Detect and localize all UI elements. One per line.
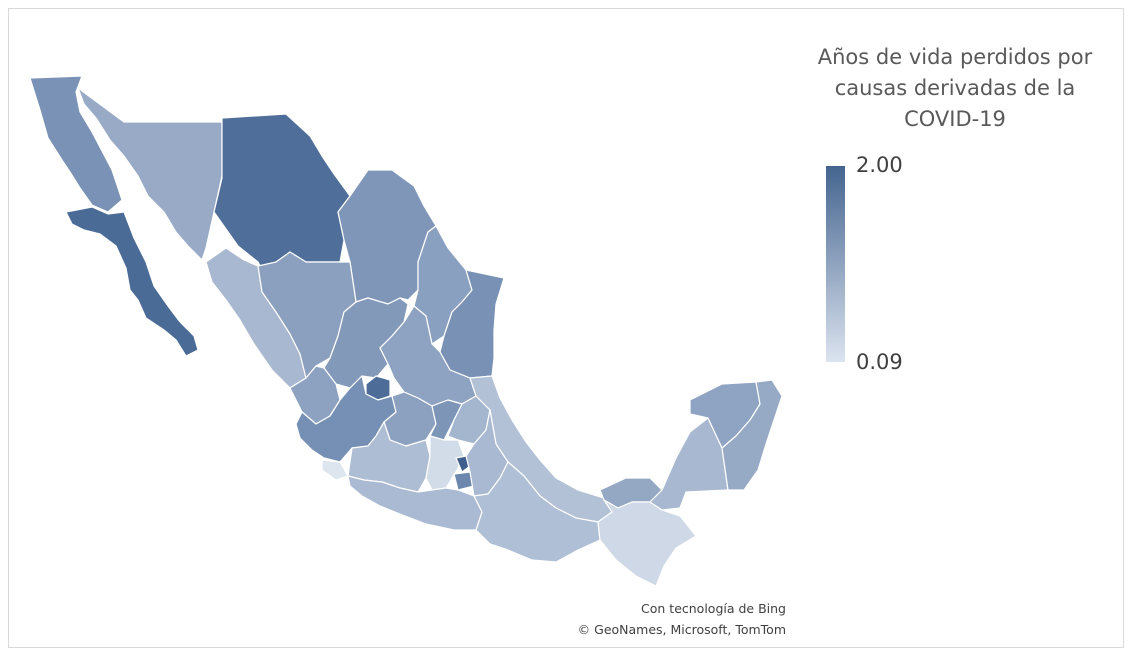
- legend-color-scale: [826, 166, 845, 362]
- legend-title-line-1: Años de vida perdidos por: [817, 45, 1093, 69]
- region-baja-california-sur[interactable]: [65, 206, 199, 357]
- region-colima[interactable]: [321, 459, 349, 481]
- region-baja-california[interactable]: [29, 75, 123, 213]
- legend-title: Años de vida perdidos por causas derivad…: [800, 42, 1110, 135]
- legend-min-label: 0.09: [856, 350, 903, 374]
- region-estado-de-mexico[interactable]: [425, 435, 465, 491]
- region-coahuila[interactable]: [337, 169, 437, 305]
- region-quintana-roo[interactable]: [721, 379, 783, 491]
- legend-max-label: 2.00: [856, 153, 903, 177]
- credits-line-1: Con tecnología de Bing: [641, 601, 786, 616]
- legend-title-line-2: causas derivadas de la: [834, 76, 1076, 100]
- credits-line-2: © GeoNames, Microsoft, TomTom: [577, 622, 786, 637]
- legend-title-line-3: COVID-19: [904, 107, 1006, 131]
- map-credits: Con tecnología de Bing © GeoNames, Micro…: [578, 598, 786, 640]
- region-queretaro[interactable]: [429, 399, 463, 441]
- region-chiapas[interactable]: [597, 499, 697, 587]
